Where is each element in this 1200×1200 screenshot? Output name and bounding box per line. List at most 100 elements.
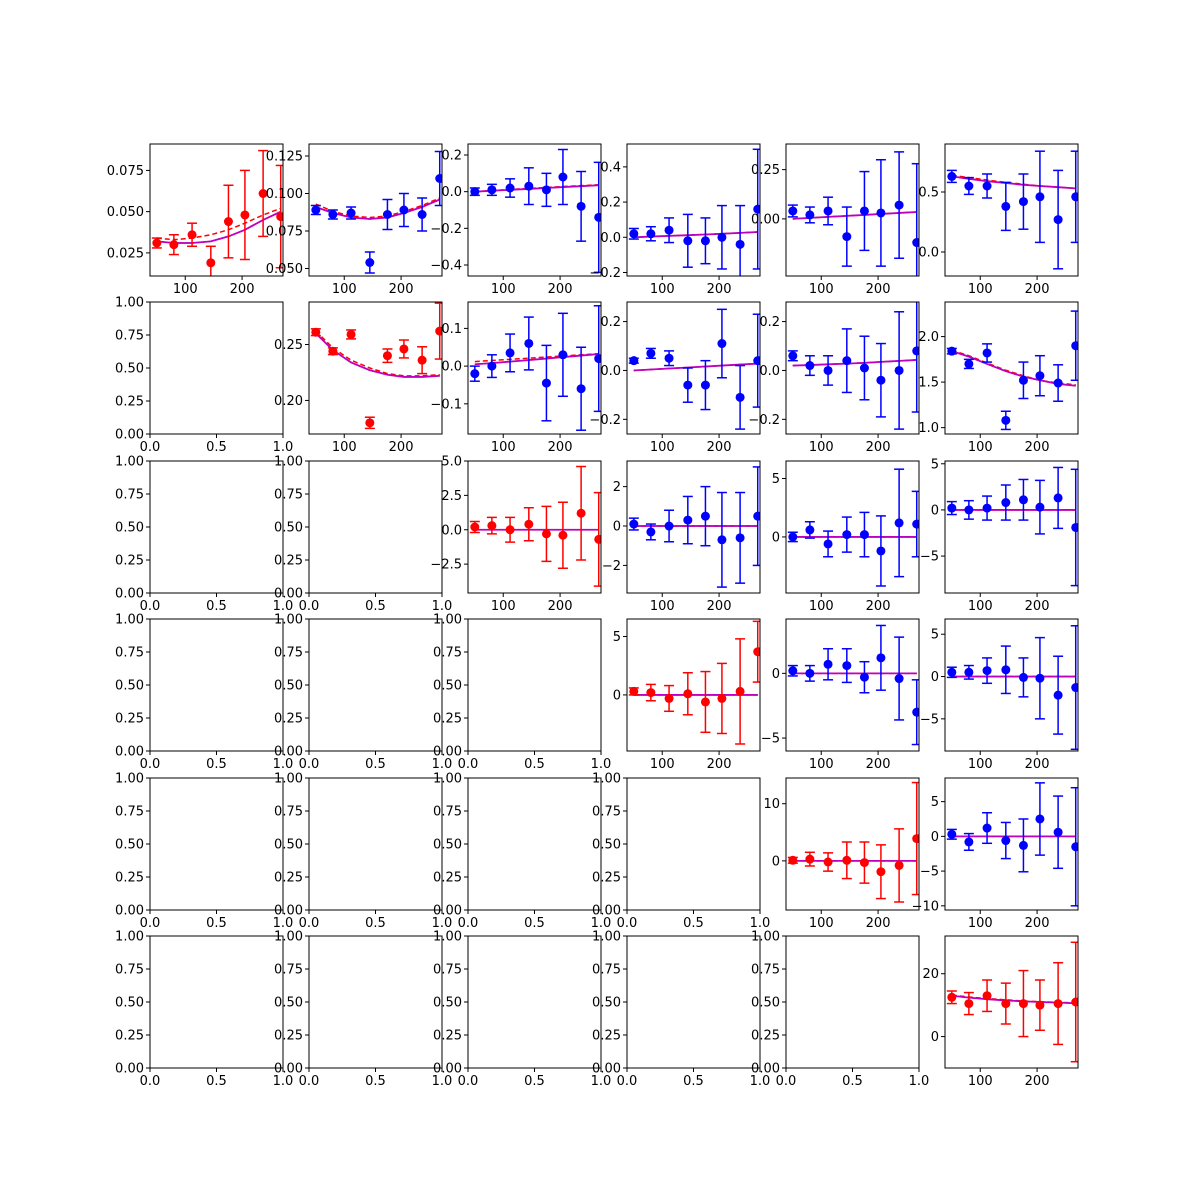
axes-frame (626, 935, 761, 1069)
y-tick-label: 1.00 (433, 772, 462, 787)
axes-frame (308, 143, 443, 277)
x-tick-label: 100 (968, 757, 993, 772)
y-tick-label: 1.00 (274, 455, 303, 470)
y-tick-label: 1.00 (274, 772, 303, 787)
y-tick-label: 0.0 (441, 523, 462, 538)
y-tick-label: 0.75 (433, 646, 462, 661)
data-point (1053, 215, 1063, 225)
subplot-r4-c2: 0.0 0.5 1.00.000.250.500.751.00 (433, 772, 611, 932)
y-tick-label: 0.75 (115, 805, 144, 820)
data-point (964, 999, 974, 1009)
model-dashed-line (156, 207, 281, 241)
data-point (1053, 690, 1063, 700)
data-point (276, 212, 283, 222)
subplot-r2-c3: 100 200 −2 0 2 (602, 460, 761, 614)
y-tick-label: −5 (920, 865, 939, 880)
data-point (417, 355, 427, 365)
y-tick-label: 0.75 (592, 805, 621, 820)
y-tick-label: −0.2 (589, 266, 621, 281)
axes-frame (785, 301, 920, 435)
y-tick-label: −0.2 (589, 413, 621, 428)
data-point (382, 351, 392, 361)
x-tick-label: 100 (491, 282, 516, 297)
plot-area (946, 941, 1078, 1063)
data-point (876, 208, 886, 218)
y-tick-label: 0.00 (115, 587, 144, 602)
axes-frame (944, 777, 1079, 911)
x-tick-label: 1.0 (909, 1074, 930, 1089)
y-tick-label: 0.0 (441, 360, 462, 375)
data-point (788, 855, 798, 865)
data-point (152, 238, 162, 248)
subplot-r4-c4: 100 200 0 10 (763, 777, 920, 931)
y-tick-label: 0.75 (115, 963, 144, 978)
data-point (823, 539, 833, 549)
subplot-r4-c3: 0.0 0.5 1.00.000.250.500.751.00 (592, 772, 770, 932)
x-tick-label: 1.0 (273, 757, 294, 772)
data-point (1071, 997, 1078, 1007)
data-point (788, 666, 798, 676)
x-tick-label: 0.5 (683, 916, 704, 931)
data-point (894, 200, 904, 210)
plot-area (469, 465, 601, 587)
y-tick-label: 0.50 (433, 838, 462, 853)
data-point (683, 380, 693, 390)
y-tick-label: 0.50 (274, 996, 303, 1011)
plot-area (469, 148, 601, 274)
y-tick-label: −0.2 (748, 413, 780, 428)
data-point (735, 533, 745, 543)
data-point (700, 380, 710, 390)
data-point (1071, 842, 1078, 852)
x-tick-label: 0.5 (365, 757, 386, 772)
data-point (876, 867, 886, 877)
data-point (947, 171, 957, 181)
plot-area (628, 148, 760, 276)
y-tick-label: 0.50 (274, 838, 303, 853)
data-point (788, 206, 798, 216)
x-tick-label: 100 (491, 440, 516, 455)
plot-area (151, 149, 283, 276)
x-tick-label: 1.0 (273, 1074, 294, 1089)
data-point (842, 232, 852, 242)
axes-frame (149, 777, 284, 911)
y-tick-label: 0.75 (115, 329, 144, 344)
subplot-r3-c3: 100 200 0 5 (613, 618, 761, 772)
data-point (788, 532, 798, 542)
subplot-r1-c3: 100 200 −0.2 0.0 0.2 (589, 301, 761, 455)
axes-frame (149, 301, 284, 435)
y-tick-label: −5 (920, 712, 939, 727)
x-tick-label: 0.5 (206, 757, 227, 772)
x-tick-label: 200 (866, 599, 891, 614)
y-tick-label: 0.075 (266, 225, 303, 240)
x-tick-label: 100 (809, 757, 834, 772)
data-point (629, 686, 639, 696)
y-tick-label: 1.00 (274, 930, 303, 945)
data-point (842, 661, 852, 671)
data-point (382, 210, 392, 219)
x-tick-label: 200 (707, 440, 732, 455)
y-tick-label: 0.25 (751, 163, 780, 178)
y-tick-label: −2 (602, 559, 621, 574)
plot-area (310, 150, 442, 274)
x-tick-label: 100 (650, 440, 675, 455)
x-tick-label: 0.0 (140, 599, 161, 614)
model-dashed-line (474, 352, 599, 363)
data-point (435, 326, 442, 336)
subplot-r1-c2: 100 200 −0.1 0.0 0.1 (430, 301, 602, 455)
x-tick-label: 200 (707, 757, 732, 772)
data-point (487, 361, 497, 371)
data-point (894, 365, 904, 375)
data-point (435, 174, 442, 183)
x-tick-label: 0.5 (365, 599, 386, 614)
y-tick-label: −0.4 (430, 259, 462, 274)
data-point (683, 515, 693, 525)
x-tick-label: 0.0 (140, 916, 161, 931)
x-tick-label: 0.5 (683, 1074, 704, 1089)
y-tick-label: 0.50 (592, 996, 621, 1011)
data-point (1071, 522, 1078, 532)
y-tick-label: 0.2 (600, 196, 621, 211)
plot-area (628, 466, 760, 588)
y-tick-label: 5 (772, 472, 780, 487)
data-point (524, 519, 534, 529)
